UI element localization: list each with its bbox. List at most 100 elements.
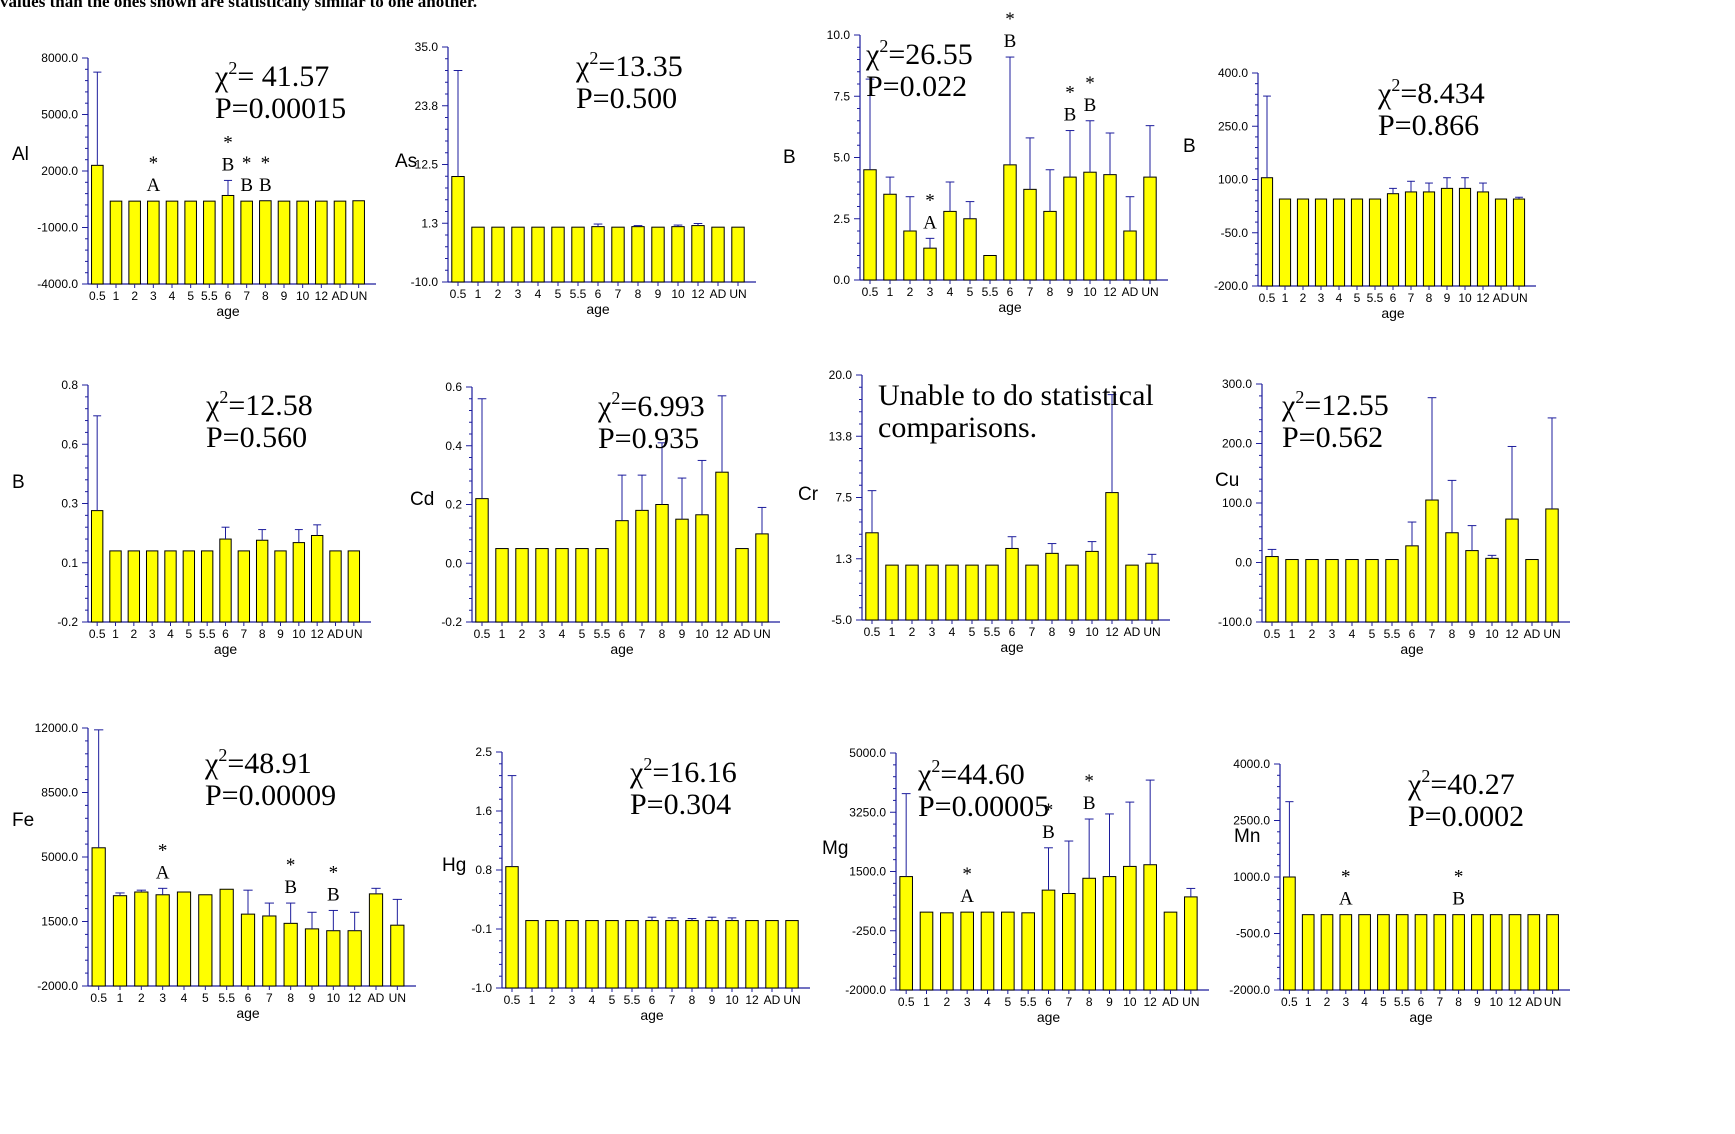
x-tick-label: 5.5: [199, 627, 216, 641]
y-axis-label: Mg: [822, 838, 848, 859]
x-tick-label: 5.5: [624, 993, 641, 1007]
x-axis-label: age: [214, 641, 238, 657]
x-tick-label: 8: [1449, 627, 1456, 641]
significance-letter: B: [1004, 31, 1017, 52]
x-tick-label: 4: [559, 627, 566, 641]
chi-square-label: χ2=13.35: [575, 48, 683, 83]
y-tick-label: -2000.0: [1229, 983, 1270, 997]
y-tick-label: 3250.0: [849, 805, 886, 819]
y-tick-label: 200.0: [1222, 437, 1252, 451]
y-tick-label: 0.8: [61, 378, 78, 392]
figure-caption: values than the ones shown are statistic…: [0, 0, 478, 11]
significance-star: *: [1454, 867, 1464, 888]
y-tick-label: 13.8: [829, 429, 853, 443]
y-tick-label: 1000.0: [1233, 870, 1270, 884]
significance-letter: B: [1042, 822, 1055, 843]
significance-letter: A: [146, 175, 160, 196]
chi-square-label: χ2=48.91: [204, 745, 312, 780]
x-tick-label: 9: [281, 289, 288, 303]
y-tick-label: 100.0: [1222, 496, 1252, 510]
x-tick-label: 4: [1361, 995, 1368, 1009]
p-value-label: P=0.866: [1378, 109, 1479, 142]
significance-letter: B: [1064, 105, 1077, 126]
bar: [1339, 914, 1353, 991]
chi-square-label: χ2=44.60: [917, 756, 1025, 791]
x-tick-label: 12: [1103, 285, 1117, 299]
x-tick-label: 7: [1408, 291, 1415, 305]
x-tick-label: 4: [1349, 627, 1356, 641]
x-tick-label: 9: [1474, 995, 1481, 1009]
y-axis-label: Cr: [798, 484, 819, 505]
chi-square-label: χ2=6.993: [597, 388, 705, 423]
bar: [1471, 914, 1484, 991]
x-tick-label: 9: [679, 627, 686, 641]
x-tick-label: 6: [649, 993, 656, 1007]
x-tick-label: 0.5: [90, 991, 107, 1005]
x-tick-label: 0.5: [864, 625, 881, 639]
x-tick-label: 1: [923, 995, 930, 1009]
y-tick-label: 0.8: [475, 863, 492, 877]
significance-letter: B: [327, 884, 340, 905]
x-tick-label: AD: [368, 991, 385, 1005]
x-tick-label: UN: [753, 627, 770, 641]
x-tick-label: 1: [113, 289, 120, 303]
x-tick-label: 10: [1490, 995, 1504, 1009]
significance-letter: A: [1339, 889, 1353, 910]
x-tick-label: AD: [1493, 291, 1510, 305]
x-tick-label: 9: [277, 627, 284, 641]
x-tick-label: 6: [1409, 627, 1416, 641]
x-tick-label: UN: [1544, 995, 1561, 1009]
x-tick-label: 6: [1045, 995, 1052, 1009]
significance-letter: B: [222, 154, 235, 175]
significance-letter: B: [259, 175, 272, 196]
x-tick-label: 4: [181, 991, 188, 1005]
x-tick-label: 3: [964, 995, 971, 1009]
x-tick-label: 5.5: [1394, 995, 1411, 1009]
x-tick-label: AD: [1122, 285, 1139, 299]
bar: [1433, 914, 1447, 991]
chi-square-label: χ2=26.55: [865, 36, 973, 71]
y-tick-label: 2500.0: [1233, 814, 1270, 828]
x-tick-label: 1: [475, 287, 482, 301]
x-tick-label: 4: [947, 285, 954, 299]
bar: [1414, 914, 1428, 991]
x-tick-label: 9: [1444, 291, 1451, 305]
x-tick-label: 12: [348, 991, 362, 1005]
x-tick-label: 5: [969, 625, 976, 639]
x-tick-label: UN: [1143, 625, 1160, 639]
x-tick-label: 0.5: [1259, 291, 1276, 305]
x-tick-label: 4: [984, 995, 991, 1009]
significance-letter: A: [923, 212, 937, 233]
y-tick-label: 12.5: [415, 158, 439, 172]
x-tick-label: 2: [549, 993, 556, 1007]
y-tick-label: 0.6: [445, 380, 462, 394]
y-tick-label: -50.0: [1221, 226, 1249, 240]
x-tick-label: 5: [1380, 995, 1387, 1009]
x-tick-label: 5: [609, 993, 616, 1007]
x-axis-label: age: [1381, 305, 1405, 321]
bar: [1546, 914, 1559, 991]
x-tick-label: UN: [1182, 995, 1199, 1009]
y-tick-label: 1500.0: [41, 915, 78, 929]
y-tick-label: 400.0: [1218, 66, 1248, 80]
x-tick-label: 8: [1049, 625, 1056, 639]
x-tick-label: 8: [635, 287, 642, 301]
y-axis-label: Cd: [410, 489, 434, 510]
x-tick-label: 1: [1289, 627, 1296, 641]
x-tick-label: 0.5: [898, 995, 915, 1009]
x-tick-label: AD: [327, 627, 344, 641]
chi-square-label: χ2= 41.57: [214, 58, 329, 93]
x-tick-label: 4: [589, 993, 596, 1007]
y-tick-label: 5000.0: [849, 746, 886, 760]
x-tick-label: UN: [1543, 627, 1560, 641]
bar: [1301, 914, 1315, 991]
x-tick-label: AD: [332, 289, 349, 303]
x-tick-label: 10: [725, 993, 739, 1007]
x-tick-label: 8: [1086, 995, 1093, 1009]
y-tick-label: 8500.0: [41, 786, 78, 800]
x-tick-label: AD: [764, 993, 781, 1007]
